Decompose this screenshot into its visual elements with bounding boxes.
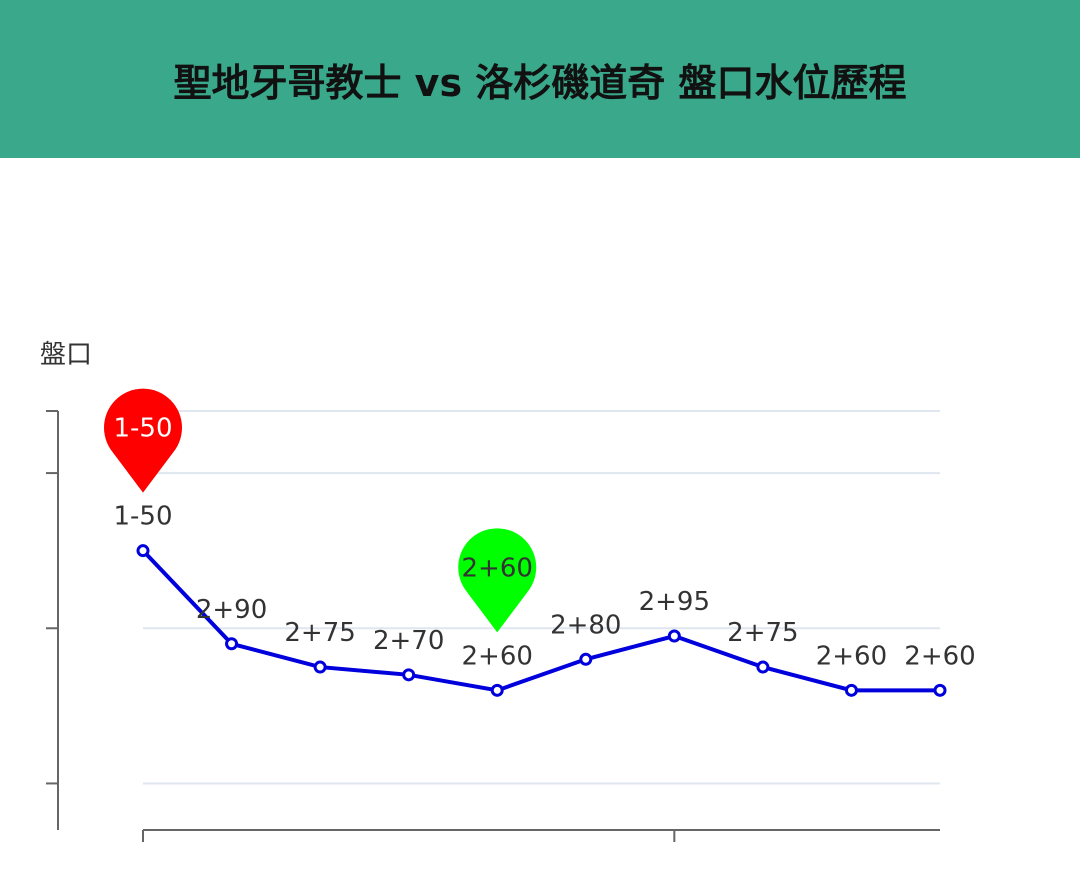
point [756, 660, 770, 674]
point [313, 660, 327, 674]
point [490, 683, 504, 697]
data-label: 2+95 [639, 587, 710, 617]
data-label: 2+60 [816, 641, 887, 671]
max-pin [104, 388, 182, 467]
point [136, 544, 150, 558]
point [667, 629, 681, 643]
point [402, 668, 416, 682]
point [844, 683, 858, 697]
header-title: 聖地牙哥教士 vs 洛杉磯道奇 盤口水位歷程 [0, 0, 1080, 158]
data-label: 2+60 [904, 641, 975, 671]
line [141, 549, 940, 693]
data-label: 2+90 [196, 595, 267, 625]
data-label: 1-50 [113, 502, 172, 532]
data-label: 2+75 [727, 618, 798, 648]
data-label: 2+80 [550, 610, 621, 640]
chart: 盤口 1-50 2+90 2+75 2+70 2+60 2+80 2+95 2+75 2+60 2… [40, 340, 976, 842]
data-label: 2+70 [373, 626, 444, 656]
max-pin-label: 1-50 [113, 414, 172, 444]
data-label: 2+60 [462, 641, 533, 671]
min-pin-label: 2+60 [462, 553, 533, 583]
point [225, 637, 239, 651]
data-label: 2+75 [284, 618, 355, 648]
y-axis-label: 盤口 [40, 340, 92, 370]
point [579, 652, 593, 666]
point [933, 683, 947, 697]
min-pin [458, 528, 537, 607]
